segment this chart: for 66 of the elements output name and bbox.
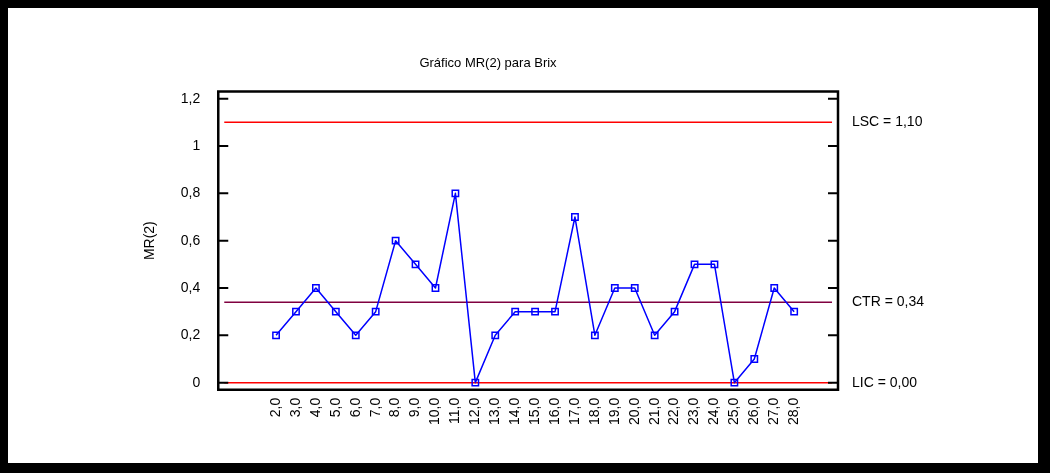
point [451, 189, 460, 198]
point [670, 307, 679, 316]
x-tick-label: 13,0 [486, 397, 503, 425]
y-tick-label: 0,6 [180, 231, 201, 248]
x-tick-label: 8,0 [386, 397, 403, 418]
x-tick-label: 26,0 [745, 397, 762, 425]
y-tick-label: 0 [192, 373, 201, 390]
x-tick-label: 11,0 [446, 397, 463, 424]
y-tick-label: 1,2 [180, 89, 201, 106]
point [730, 378, 739, 387]
x-tick-label: 9,0 [406, 397, 423, 418]
ref-line-label: LSC = 1,10 [852, 113, 923, 130]
point [750, 355, 759, 363]
point [610, 284, 619, 292]
point [371, 307, 380, 316]
x-tick-label: 15,0 [525, 397, 542, 425]
y-tick-label: 0,8 [180, 184, 201, 201]
x-tick-label: 5,0 [326, 397, 343, 418]
y-tick-label: 1 [192, 136, 201, 153]
point [431, 284, 440, 292]
point [710, 260, 719, 269]
x-tick-label: 23,0 [685, 397, 702, 425]
y-axis-title: MR(2) [141, 221, 158, 261]
x-tick-label: 14,0 [506, 397, 523, 425]
x-tick-label: 10,0 [426, 397, 443, 425]
ref-line-label: CTR = 0,34 [852, 293, 925, 310]
x-tick-label: 24,0 [705, 397, 722, 425]
point [551, 307, 559, 316]
point [531, 307, 540, 316]
x-tick-label: 20,0 [625, 397, 642, 425]
x-tick-label: 22,0 [665, 397, 682, 425]
ref-line-label: LIC = 0,00 [852, 373, 918, 390]
x-tick-label: 17,0 [565, 397, 582, 425]
chart-title: Gráfico MR(2) para Brix [419, 55, 558, 71]
point [650, 331, 659, 340]
x-tick-label: 21,0 [645, 397, 662, 425]
y-tick-label: 0,2 [180, 326, 201, 343]
x-tick-label: 6,0 [346, 397, 363, 418]
point [311, 284, 320, 292]
point [511, 307, 520, 316]
x-tick-label: 3,0 [286, 397, 303, 418]
point [272, 331, 280, 340]
point [770, 284, 779, 292]
point [590, 331, 599, 340]
x-tick-label: 7,0 [366, 397, 383, 418]
point [630, 284, 639, 292]
point [491, 331, 500, 340]
point [690, 260, 699, 269]
x-tick-label: 19,0 [605, 397, 622, 425]
x-tick-label: 4,0 [306, 397, 323, 418]
point [351, 331, 360, 340]
point [790, 307, 799, 316]
x-tick-label: 12,0 [466, 397, 483, 425]
x-tick-label: 18,0 [585, 397, 602, 425]
point [292, 307, 300, 316]
point [411, 260, 420, 269]
y-tick-label: 0,4 [180, 278, 201, 295]
x-tick-label: 2,0 [266, 397, 283, 418]
x-tick-label: 16,0 [545, 397, 562, 425]
point [571, 213, 579, 221]
point [331, 307, 340, 316]
point [471, 378, 480, 387]
point [391, 236, 400, 245]
x-tick-label: 25,0 [725, 397, 742, 425]
x-tick-label: 27,0 [765, 397, 782, 425]
x-tick-label: 28,0 [785, 397, 802, 425]
